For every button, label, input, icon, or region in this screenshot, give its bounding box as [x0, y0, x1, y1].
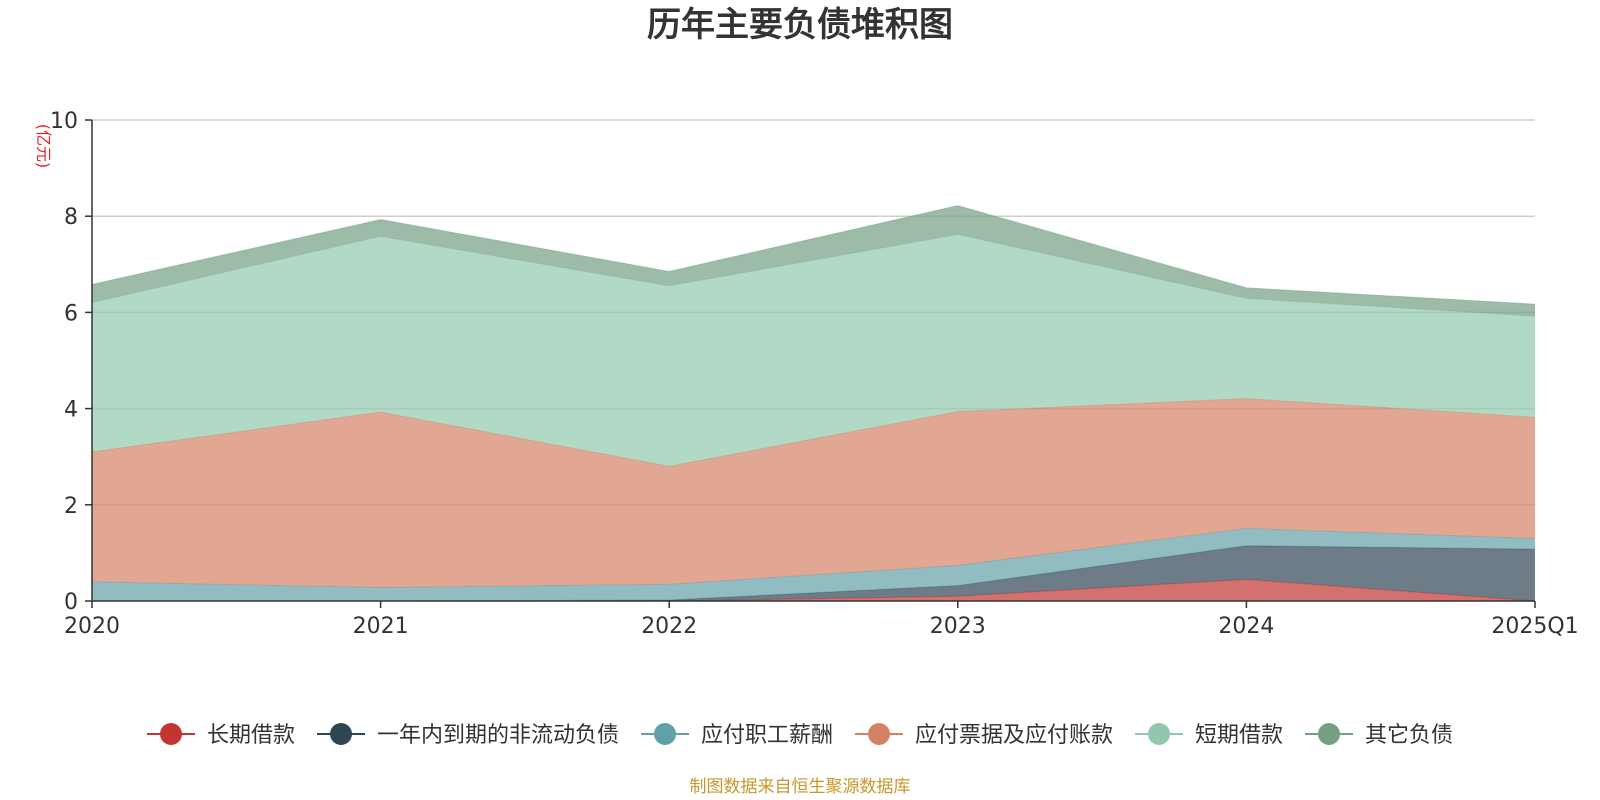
legend-label-1: 一年内到期的非流动负债: [377, 723, 619, 748]
legend-label-3: 应付票据及应付账款: [915, 723, 1113, 748]
y-tick-label-6: 6: [64, 301, 78, 326]
legend-label-0: 长期借款: [207, 723, 295, 748]
area-series-5: [92, 205, 1535, 317]
legend-marker-1: [330, 723, 352, 745]
y-tick-label-4: 4: [64, 398, 78, 423]
legend-label-2: 应付职工薪酬: [701, 723, 833, 748]
data-source-note: 制图数据来自恒生聚源数据库: [690, 777, 911, 797]
legend-item-2: 应付职工薪酬: [641, 723, 833, 748]
y-tick-label-2: 2: [64, 494, 78, 519]
area-series-3: [92, 398, 1535, 588]
axes: 0 2 4 6 8 10 2020 2021 2022 2023 2024 2025Q1: [50, 109, 1579, 639]
area-series-4: [92, 234, 1535, 467]
x-tick-label-2020: 2020: [64, 614, 120, 639]
y-axis-unit-label: (亿元): [34, 124, 53, 169]
legend-item-5: 其它负债: [1305, 723, 1453, 748]
x-tick-label-2022: 2022: [641, 614, 697, 639]
legend-marker-5: [1318, 723, 1340, 745]
legend: 长期借款 一年内到期的非流动负债 应付职工薪酬 应付票据及应付账款 短期借款 其它负债: [147, 723, 1453, 748]
area-series-0: [92, 579, 1535, 601]
area-series-2: [92, 528, 1535, 601]
legend-item-3: 应付票据及应付账款: [855, 723, 1113, 748]
legend-label-5: 其它负债: [1365, 723, 1453, 748]
x-tick-label-2025Q1: 2025Q1: [1491, 614, 1578, 639]
series-areas: [91, 205, 1536, 602]
area-series-1: [92, 545, 1535, 601]
x-tick-label-2023: 2023: [930, 614, 986, 639]
legend-label-4: 短期借款: [1195, 723, 1283, 748]
legend-marker-0: [160, 723, 182, 745]
x-tick-label-2021: 2021: [353, 614, 409, 639]
area-edge-5: [91, 205, 1536, 305]
legend-marker-2: [654, 723, 676, 745]
y-tick-label-8: 8: [64, 205, 78, 230]
y-tick-label-0: 0: [64, 590, 78, 615]
y-tick-label-10: 10: [50, 109, 78, 134]
x-tick-label-2024: 2024: [1218, 614, 1274, 639]
legend-marker-3: [868, 723, 890, 745]
chart-title: 历年主要负债堆积图: [647, 5, 953, 45]
legend-item-0: 长期借款: [147, 723, 295, 748]
legend-item-4: 短期借款: [1135, 723, 1283, 748]
legend-item-1: 一年内到期的非流动负债: [317, 723, 619, 748]
legend-marker-4: [1148, 723, 1170, 745]
